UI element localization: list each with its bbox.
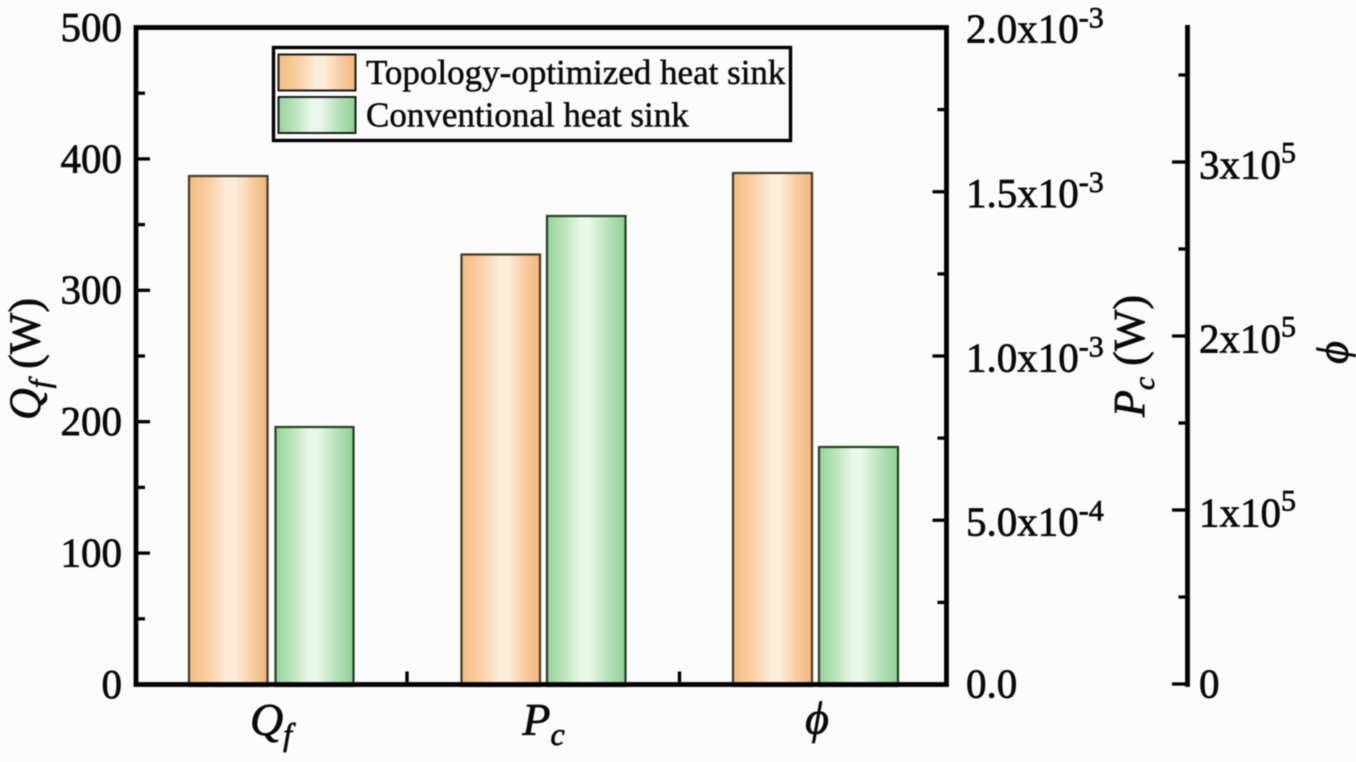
svg-text:1.5x10-3: 1.5x10-3 [966, 166, 1104, 216]
svg-text:3x105: 3x105 [1199, 137, 1296, 188]
svg-text:Conventional heat sink: Conventional heat sink [366, 96, 689, 135]
svg-text:0.0: 0.0 [966, 660, 1017, 706]
svg-text:1x105: 1x105 [1199, 485, 1296, 536]
svg-text:0: 0 [102, 661, 123, 707]
svg-text:ϕ: ϕ [805, 693, 829, 744]
svg-text:Qf (W): Qf (W) [1, 298, 57, 420]
svg-text:400: 400 [61, 135, 123, 181]
svg-text:Topology-optimized heat sink: Topology-optimized heat sink [366, 53, 786, 92]
svg-text:2x105: 2x105 [1199, 311, 1296, 362]
svg-text:Pc (W): Pc (W) [1105, 295, 1161, 418]
svg-text:0: 0 [1199, 660, 1220, 706]
svg-text:500: 500 [61, 4, 123, 50]
svg-text:ϕ: ϕ [1309, 341, 1356, 364]
svg-text:200: 200 [61, 398, 123, 444]
svg-text:100: 100 [61, 530, 123, 576]
svg-text:300: 300 [61, 267, 123, 313]
svg-text:Pc: Pc [521, 694, 564, 752]
